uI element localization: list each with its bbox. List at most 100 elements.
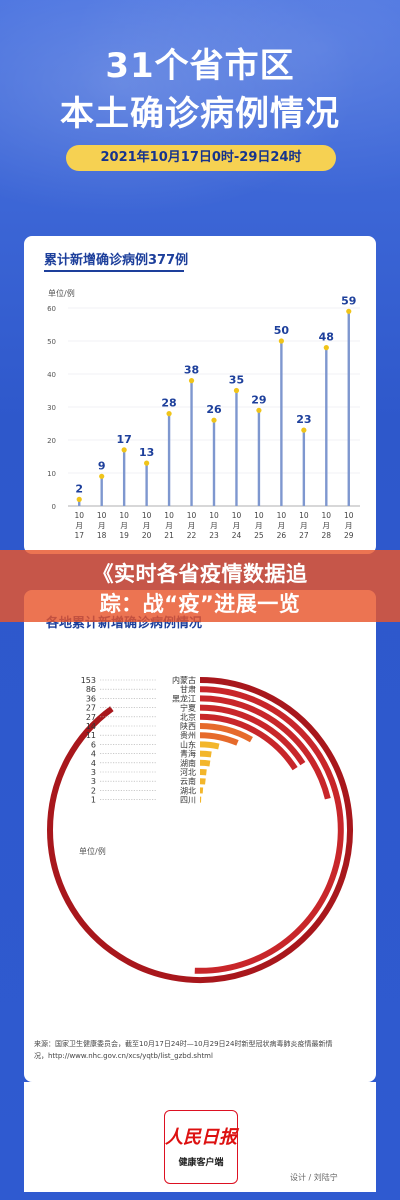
- x-tick-label: 月: [323, 521, 331, 530]
- x-tick-label: 24: [232, 531, 242, 540]
- radial-bar: [199, 713, 298, 771]
- x-tick-label: 月: [120, 521, 128, 530]
- bar-value-label: 29: [251, 393, 266, 406]
- radial-value-label: 36: [86, 694, 96, 703]
- x-tick-label: 29: [344, 531, 354, 540]
- date-range-badge: 2021年10月17日0时-29日24时: [66, 145, 336, 171]
- radial-bar: [199, 695, 331, 800]
- bar-dot: [166, 411, 172, 417]
- radial-bar: [199, 704, 306, 766]
- x-tick-label: 28: [322, 531, 332, 540]
- radial-value-label: 3: [91, 768, 96, 777]
- bar-dot: [301, 427, 307, 433]
- bar-dot: [278, 338, 284, 344]
- x-tick-label: 21: [164, 531, 174, 540]
- x-tick-label: 月: [233, 521, 241, 530]
- radial-category-label: 陕西: [180, 721, 196, 731]
- headline-line2[interactable]: 踪：战“疫”进展一览: [99, 592, 301, 616]
- x-tick-label: 10: [187, 511, 197, 520]
- x-tick-label: 10: [322, 511, 332, 520]
- daily-cases-panel: 累计新增确诊病例377例 单位/例 0 10 20 30 40 50 60 2 10 月 17 9 10…: [24, 236, 376, 554]
- x-tick-label: 18: [97, 531, 107, 540]
- regional-radial-chart: 153 内蒙古 86 甘肃 36 黑龙江 27 宁夏 27 北京 14 陕西 11 贵州 6 山东 4 青海 4 湖南…: [47, 675, 353, 983]
- x-tick-label: 10: [74, 511, 84, 520]
- regional-chart-unit: 单位/例: [79, 847, 106, 856]
- bar-value-label: 48: [319, 331, 334, 344]
- title-underline: [44, 270, 184, 272]
- bar-dot: [346, 308, 352, 314]
- radial-category-label: 山东: [180, 739, 196, 749]
- radial-category-label: 四川: [180, 796, 196, 805]
- x-tick-label: 10: [142, 511, 152, 520]
- radial-category-label: 内蒙古: [172, 675, 196, 685]
- radial-category-label: 河北: [180, 767, 196, 777]
- regional-cases-panel: 各地累计新增确诊病例情况 153 内蒙古 86 甘肃 36 黑龙江 27 宁夏 27 北京 14 陕西…: [24, 590, 376, 1082]
- x-tick-label: 10: [97, 511, 107, 520]
- bar-value-label: 17: [116, 433, 131, 446]
- radial-value-label: 27: [86, 713, 96, 722]
- bar-value-label: 28: [161, 397, 176, 410]
- bar-value-label: 50: [274, 324, 290, 337]
- x-tick-label: 10: [277, 511, 287, 520]
- x-tick-label: 10: [209, 511, 219, 520]
- x-tick-label: 10: [344, 511, 354, 520]
- bar-dot: [188, 378, 195, 384]
- x-tick-label: 10: [254, 511, 264, 520]
- y-tick-label: 60: [47, 305, 56, 313]
- bar-dot: [121, 447, 127, 453]
- headline-line1[interactable]: 《实时各省疫情数据追: [92, 562, 308, 586]
- x-tick-label: 26: [277, 531, 287, 540]
- radial-category-label: 湖北: [180, 786, 196, 795]
- daily-chart-unit: 单位/例: [48, 289, 75, 298]
- y-tick-label: 50: [47, 338, 56, 346]
- logo-text: 人民日报: [165, 1127, 237, 1148]
- x-tick-label: 19: [119, 531, 129, 540]
- bar-dot: [144, 460, 150, 466]
- bar-dot: [233, 387, 240, 394]
- y-tick-label: 0: [52, 503, 56, 511]
- radial-value-label: 153: [81, 676, 96, 685]
- x-tick-label: 10: [164, 511, 174, 520]
- x-tick-label: 27: [299, 531, 309, 540]
- x-tick-label: 月: [210, 521, 218, 530]
- radial-category-label: 青海: [180, 749, 196, 759]
- x-tick-label: 17: [74, 531, 84, 540]
- x-tick-label: 月: [98, 521, 106, 530]
- radial-category-label: 湖南: [180, 758, 196, 768]
- headline-banner: [0, 550, 400, 622]
- x-tick-label: 月: [278, 521, 286, 530]
- radial-category-label: 甘肃: [180, 684, 196, 694]
- radial-value-label: 27: [86, 704, 96, 713]
- radial-value-label: 86: [86, 685, 96, 694]
- radial-category-label: 云南: [180, 776, 196, 786]
- logo-subtext: 健康客户端: [178, 1158, 224, 1168]
- x-tick-label: 25: [254, 531, 264, 540]
- radial-value-label: 6: [91, 740, 96, 749]
- radial-category-label: 贵州: [180, 730, 196, 740]
- x-tick-label: 10: [119, 511, 129, 520]
- radial-value-label: 4: [91, 759, 96, 768]
- radial-category-label: 北京: [180, 712, 196, 722]
- x-tick-label: 10: [299, 511, 309, 520]
- x-tick-label: 月: [255, 521, 263, 530]
- radial-bar: [199, 732, 239, 746]
- radial-bar: [199, 723, 253, 743]
- radial-value-label: 11: [86, 731, 96, 740]
- radial-value-label: 3: [91, 777, 96, 786]
- x-tick-label: 10: [232, 511, 242, 520]
- bar-dot: [76, 496, 82, 502]
- x-tick-label: 月: [143, 521, 151, 530]
- brand-logo[interactable]: 人民日报 健康客户端: [164, 1110, 238, 1184]
- y-tick-label: 10: [47, 470, 56, 478]
- source-line2[interactable]: 况，http://www.nhc.gov.cn/xcs/yqtb/list_gz…: [34, 1052, 213, 1060]
- x-tick-label: 月: [165, 521, 173, 530]
- x-tick-label: 20: [142, 531, 152, 540]
- radial-value-label: 4: [91, 750, 96, 759]
- radial-value-label: 2: [91, 786, 96, 795]
- radial-bar: [194, 686, 344, 974]
- x-tick-label: 22: [187, 531, 197, 540]
- header-photo-overlay: [0, 0, 400, 240]
- page-title-line1: 31个省市区: [105, 46, 295, 86]
- bar-value-label: 9: [98, 459, 106, 472]
- radial-value-label: 1: [91, 796, 96, 805]
